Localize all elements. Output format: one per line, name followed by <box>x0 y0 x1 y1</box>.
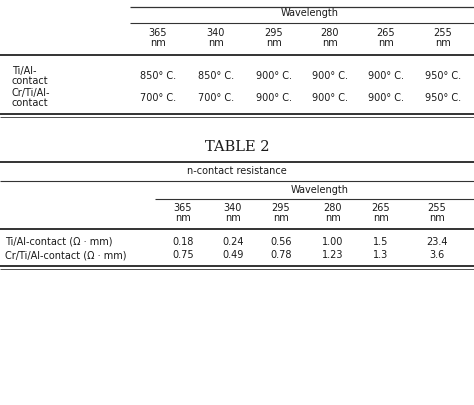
Text: 1.5: 1.5 <box>374 237 389 247</box>
Text: n-contact resistance: n-contact resistance <box>187 166 287 176</box>
Text: 900° C.: 900° C. <box>312 71 348 81</box>
Text: 340: 340 <box>207 28 225 38</box>
Text: 340: 340 <box>224 203 242 213</box>
Text: nm: nm <box>325 213 341 223</box>
Text: 3.6: 3.6 <box>429 250 445 260</box>
Text: 850° C.: 850° C. <box>198 71 234 81</box>
Text: Ti/Al-: Ti/Al- <box>12 66 36 76</box>
Text: 280: 280 <box>324 203 342 213</box>
Text: contact: contact <box>12 98 49 108</box>
Text: nm: nm <box>273 213 289 223</box>
Text: 700° C.: 700° C. <box>140 93 176 103</box>
Text: 0.49: 0.49 <box>222 250 244 260</box>
Text: nm: nm <box>429 213 445 223</box>
Text: TABLE 2: TABLE 2 <box>205 140 269 154</box>
Text: 365: 365 <box>149 28 167 38</box>
Text: Wavelength: Wavelength <box>281 8 339 18</box>
Text: nm: nm <box>175 213 191 223</box>
Text: nm: nm <box>322 38 338 48</box>
Text: Cr/Ti/Al-contact (Ω · mm): Cr/Ti/Al-contact (Ω · mm) <box>5 250 127 260</box>
Text: 23.4: 23.4 <box>426 237 448 247</box>
Text: 265: 265 <box>372 203 390 213</box>
Text: 255: 255 <box>428 203 447 213</box>
Text: 1.3: 1.3 <box>374 250 389 260</box>
Text: Cr/Ti/Al-: Cr/Ti/Al- <box>12 88 51 98</box>
Text: 900° C.: 900° C. <box>256 71 292 81</box>
Text: 700° C.: 700° C. <box>198 93 234 103</box>
Text: 900° C.: 900° C. <box>312 93 348 103</box>
Text: 255: 255 <box>434 28 452 38</box>
Text: nm: nm <box>208 38 224 48</box>
Text: Wavelength: Wavelength <box>291 185 349 195</box>
Text: 365: 365 <box>174 203 192 213</box>
Text: 0.75: 0.75 <box>172 250 194 260</box>
Text: nm: nm <box>225 213 241 223</box>
Text: 295: 295 <box>272 203 290 213</box>
Text: 280: 280 <box>321 28 339 38</box>
Text: 1.23: 1.23 <box>322 250 344 260</box>
Text: 0.56: 0.56 <box>270 237 292 247</box>
Text: 1.00: 1.00 <box>322 237 344 247</box>
Text: nm: nm <box>435 38 451 48</box>
Text: nm: nm <box>150 38 166 48</box>
Text: 950° C.: 950° C. <box>425 93 461 103</box>
Text: 900° C.: 900° C. <box>256 93 292 103</box>
Text: 900° C.: 900° C. <box>368 71 404 81</box>
Text: nm: nm <box>378 38 394 48</box>
Text: 900° C.: 900° C. <box>368 93 404 103</box>
Text: nm: nm <box>373 213 389 223</box>
Text: contact: contact <box>12 76 49 86</box>
Text: 0.18: 0.18 <box>173 237 194 247</box>
Text: 295: 295 <box>264 28 283 38</box>
Text: 950° C.: 950° C. <box>425 71 461 81</box>
Text: 0.78: 0.78 <box>270 250 292 260</box>
Text: nm: nm <box>266 38 282 48</box>
Text: Ti/Al-contact (Ω · mm): Ti/Al-contact (Ω · mm) <box>5 237 112 247</box>
Text: 850° C.: 850° C. <box>140 71 176 81</box>
Text: 265: 265 <box>377 28 395 38</box>
Text: 0.24: 0.24 <box>222 237 244 247</box>
